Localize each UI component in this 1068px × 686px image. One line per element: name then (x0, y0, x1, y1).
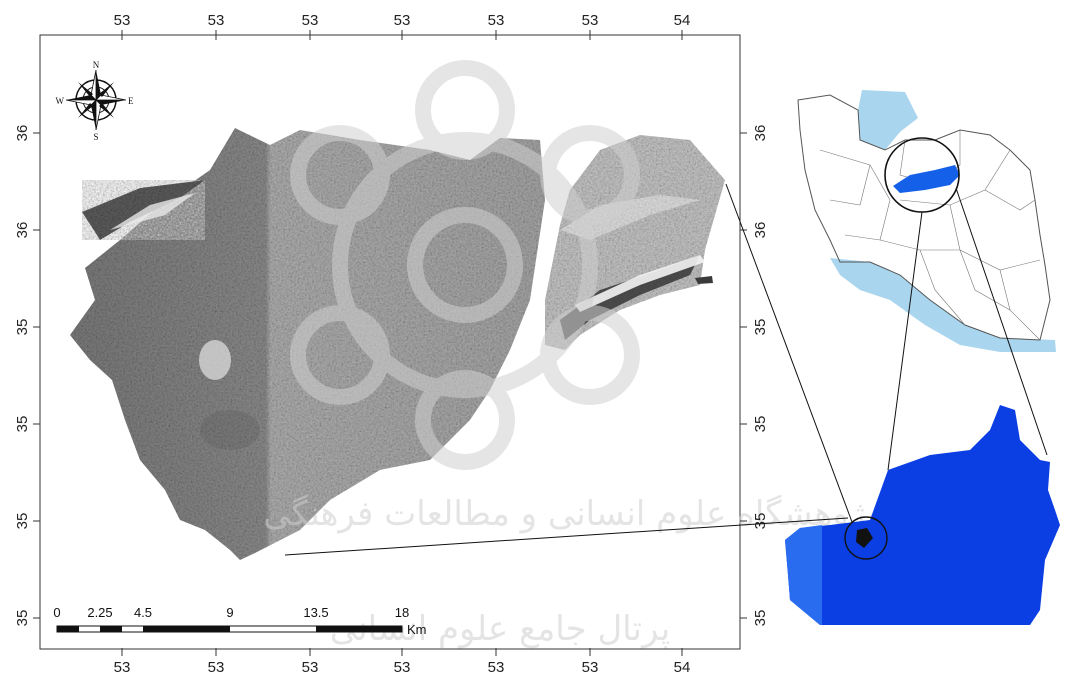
top-tick-label: 54 (674, 12, 691, 29)
watermark: پژوهشگاه علوم انسانی و مطالعات فرهنگی پر… (263, 60, 877, 649)
compass-south: S (93, 132, 98, 142)
top-tick-label: 53 (582, 12, 599, 29)
axis-right: 36 36 35 35 35 35 (740, 125, 769, 627)
axis-bottom: 53 53 53 53 53 53 54 (114, 648, 691, 676)
bottom-tick-label: 53 (302, 659, 319, 676)
outlier-patch (695, 276, 713, 284)
connector-lines (284, 183, 1048, 556)
axis-top: 53 53 53 53 53 53 54 (114, 12, 691, 40)
bottom-tick-label: 53 (488, 659, 505, 676)
top-tick-label: 53 (208, 12, 225, 29)
bottom-tick-label: 53 (114, 659, 131, 676)
bottom-tick-label: 53 (394, 659, 411, 676)
top-tick-label: 53 (114, 12, 131, 29)
compass-rose-icon: N S E W (56, 60, 135, 142)
scale-label-2: 4.5 (134, 605, 152, 620)
watermark-line1: پژوهشگاه علوم انسانی و مطالعات فرهنگی (263, 494, 877, 534)
top-tick-label: 53 (394, 12, 411, 29)
scale-bar: 0 2.25 4.5 9 13.5 18 Km (53, 605, 426, 637)
scale-label-1: 2.25 (87, 605, 112, 620)
left-tick-label: 35 (14, 416, 31, 433)
scale-label-3: 9 (226, 605, 233, 620)
bottom-tick-label: 54 (674, 659, 691, 676)
left-tick-label: 36 (14, 222, 31, 239)
compass-east: E (128, 96, 134, 106)
right-tick-label: 36 (752, 222, 769, 239)
scale-label-5: 18 (395, 605, 409, 620)
province-highlight (893, 165, 960, 193)
bottom-tick-label: 53 (582, 659, 599, 676)
right-tick-label: 35 (752, 416, 769, 433)
province-zoom-circle (844, 516, 888, 560)
top-tick-label: 53 (488, 12, 505, 29)
compass-west: W (56, 96, 65, 106)
scale-label-0: 0 (53, 605, 60, 620)
right-tick-label: 35 (752, 513, 769, 530)
axis-left: 36 36 35 35 35 35 (14, 125, 40, 627)
province-inset-map (785, 405, 1060, 625)
left-tick-label: 35 (14, 513, 31, 530)
left-tick-label: 35 (14, 610, 31, 627)
ridge-feature-northwest (82, 180, 205, 240)
left-tick-label: 36 (14, 125, 31, 142)
bottom-tick-label: 53 (208, 659, 225, 676)
compass-north: N (93, 60, 100, 70)
country-outline (797, 94, 1051, 341)
right-tick-label: 36 (752, 125, 769, 142)
left-tick-label: 35 (14, 319, 31, 336)
scale-label-4: 13.5 (303, 605, 328, 620)
institute-logo-icon (290, 60, 640, 470)
country-inset-map (797, 90, 1056, 352)
right-tick-label: 35 (752, 610, 769, 627)
right-tick-label: 35 (752, 319, 769, 336)
top-tick-label: 53 (302, 12, 319, 29)
study-area-location-marker (856, 528, 873, 548)
scale-unit: Km (407, 622, 427, 637)
